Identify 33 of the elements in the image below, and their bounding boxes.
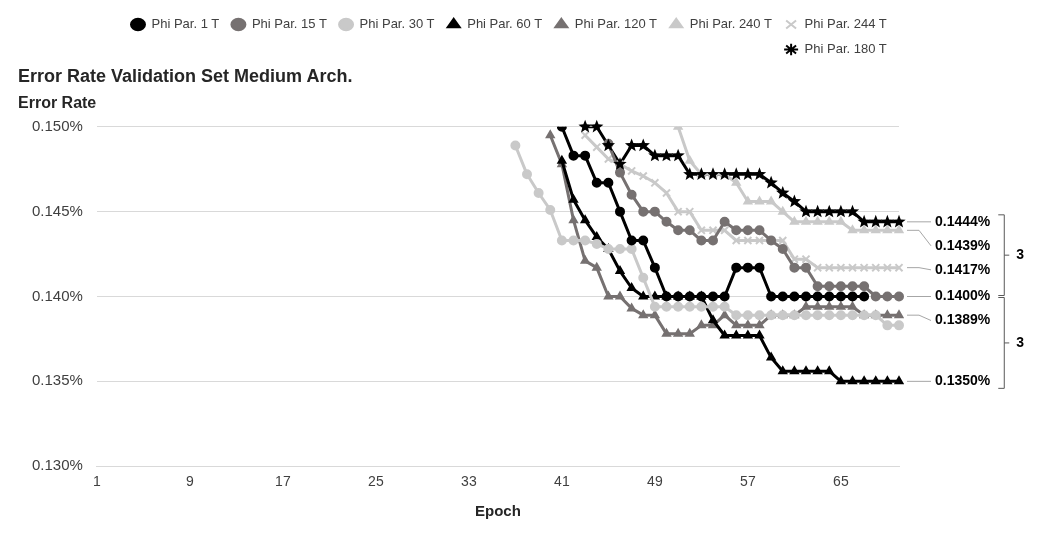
- x-tick-label: 41: [554, 473, 570, 490]
- legend-label: Phi Par. 244 T: [804, 16, 887, 32]
- text: 3: [1016, 246, 1025, 263]
- y-tick-label: 0.150%: [32, 116, 83, 134]
- y-tick-label: 0.135%: [32, 371, 83, 389]
- data-label: 0.1389%: [935, 311, 991, 328]
- x-tick-label: 1: [92, 473, 101, 490]
- y-axis-title: Error Rate: [18, 93, 97, 111]
- legend-label: Phi Par. 15 T: [251, 16, 327, 32]
- x-tick-label: 65: [833, 473, 849, 490]
- x-tick-label: 49: [647, 473, 663, 490]
- legend-label: Phi Par. 30 T: [359, 16, 435, 32]
- legend-label: Phi Par. 240 T: [689, 16, 772, 32]
- legend-label: Phi Par. 60 T: [467, 16, 543, 32]
- legend-label: Phi Par. 1 T: [151, 16, 220, 32]
- data-label: 0.1417%: [935, 260, 991, 277]
- y-tick-label: 0.145%: [32, 201, 83, 219]
- x-tick-label: 17: [275, 473, 291, 490]
- data-label: 0.1400%: [935, 287, 991, 304]
- data-label: 0.1350%: [935, 372, 991, 389]
- legend-label: Phi Par. 180 T: [804, 41, 887, 57]
- y-tick-label: 0.140%: [32, 286, 83, 304]
- y-tick-label: 0.130%: [32, 456, 83, 474]
- data-label: 0.1444%: [935, 212, 991, 229]
- x-axis-title: Epoch: [475, 502, 521, 520]
- x-tick-label: 25: [368, 473, 384, 490]
- text: 3: [1016, 333, 1025, 350]
- chart-title: Error Rate Validation Set Medium Arch.: [18, 65, 353, 86]
- data-label: 0.1439%: [935, 236, 991, 253]
- legend-label: Phi Par. 120 T: [574, 16, 658, 32]
- x-tick-label: 57: [740, 473, 756, 490]
- x-tick-label: 33: [461, 473, 477, 490]
- x-tick-label: 9: [185, 473, 194, 490]
